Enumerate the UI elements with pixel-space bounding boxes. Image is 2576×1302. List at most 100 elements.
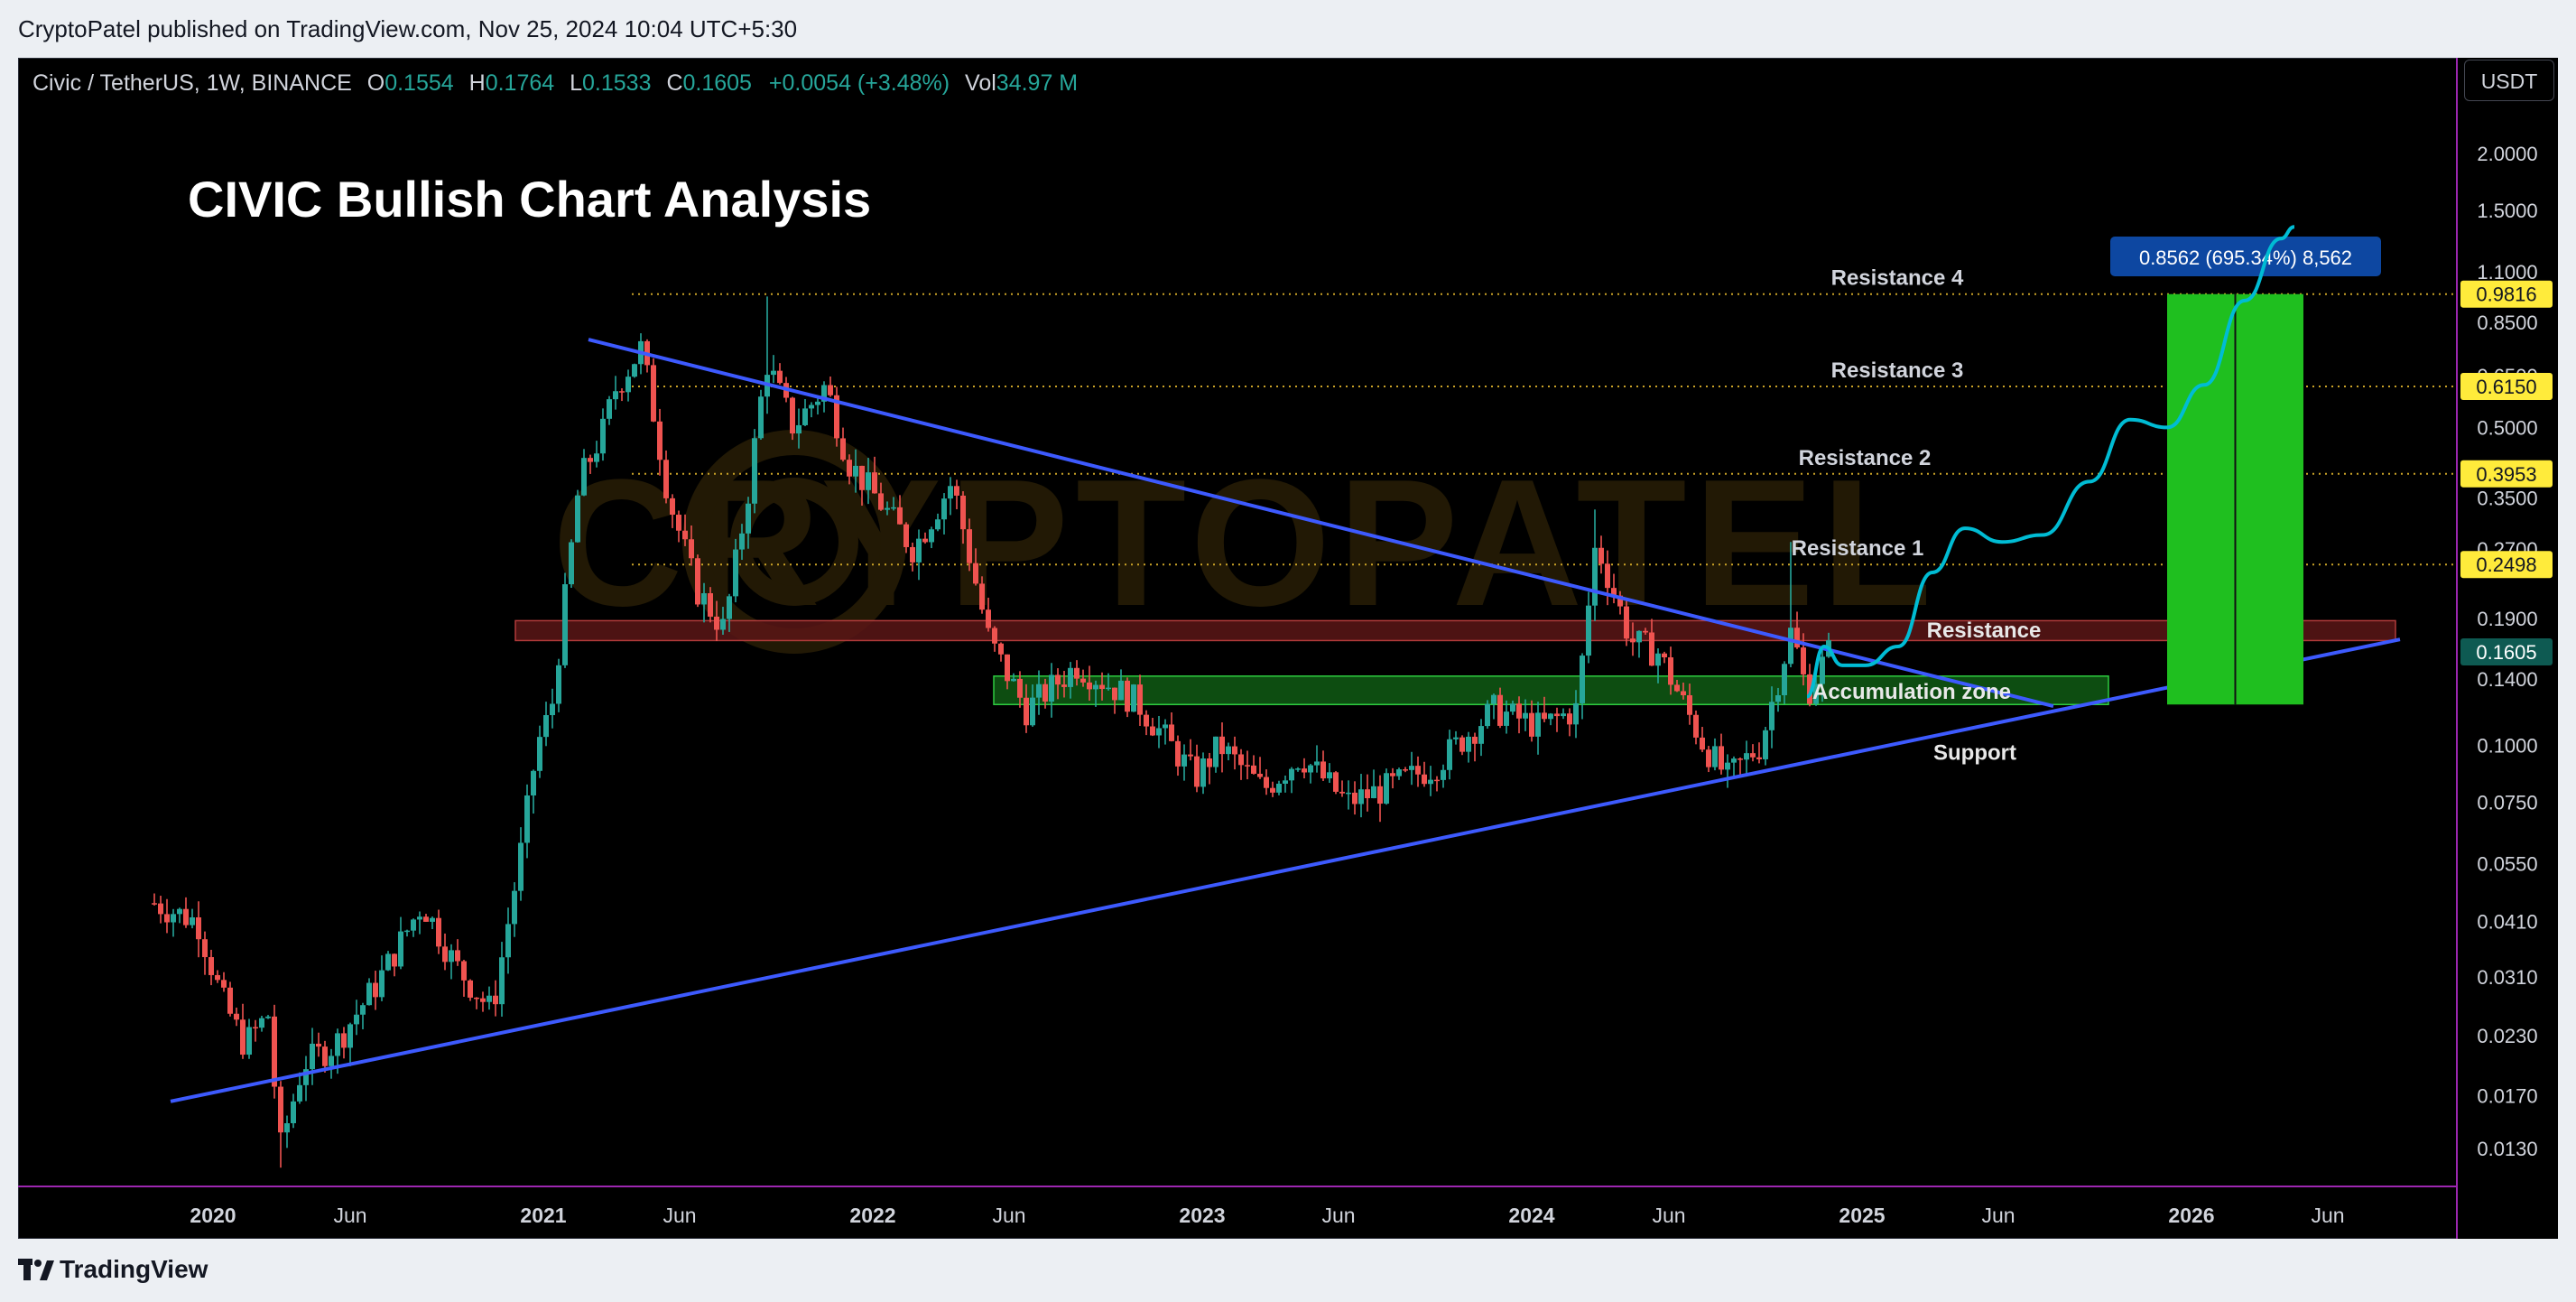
ohlc-legend: Civic / TetherUS, 1W, BINANCE O0.1554 H0…	[32, 65, 1078, 101]
price-tick-label: 0.0130	[2477, 1138, 2537, 1160]
candle-body	[1756, 757, 1762, 759]
candle-body	[670, 498, 675, 516]
price-tick-label: 2.0000	[2477, 143, 2537, 165]
candle-body	[1213, 736, 1219, 767]
candle-body	[739, 533, 745, 550]
tradingview-logo-icon[interactable]	[18, 1259, 54, 1282]
trendline-ascending	[170, 637, 2401, 1103]
candle-body	[1346, 792, 1351, 795]
candle-body	[828, 385, 833, 395]
time-tick-label: 2021	[520, 1204, 566, 1227]
candle-body	[158, 903, 163, 915]
price-tick-label: 0.0550	[2477, 852, 2537, 875]
candle-body	[171, 914, 176, 923]
candle-body	[1447, 739, 1452, 770]
candle-body	[1700, 737, 1705, 750]
candle-body	[859, 465, 865, 490]
candle-body	[455, 950, 460, 962]
candlestick-series	[152, 296, 1831, 1168]
candle-body	[1731, 758, 1737, 763]
candle-body	[891, 507, 896, 509]
candle-body	[714, 616, 719, 630]
candle-body	[1529, 712, 1534, 737]
candle-body	[1302, 768, 1307, 773]
candle-body	[872, 472, 877, 494]
candle-body	[682, 530, 688, 540]
close-value: 0.1605	[682, 70, 752, 96]
candle-body	[1820, 656, 1825, 684]
candle-body	[1365, 789, 1370, 799]
candle-body	[973, 563, 978, 584]
candle-body	[1459, 737, 1465, 752]
candle-body	[1782, 664, 1787, 695]
candle-body	[802, 408, 808, 425]
candle-body	[1636, 630, 1642, 643]
level-badge-2	[2460, 373, 2553, 401]
close-label: C	[666, 70, 683, 96]
price-tick-label: 0.3500	[2477, 487, 2537, 509]
candle-body	[1042, 684, 1048, 702]
candle-body	[202, 939, 208, 958]
candle-body	[1693, 714, 1699, 738]
candle-body	[1118, 680, 1124, 701]
candle-body	[505, 924, 511, 958]
candle-body	[543, 715, 549, 738]
candle-body	[480, 998, 486, 1002]
candle-body	[411, 919, 416, 931]
candle-body	[1011, 678, 1016, 682]
volume-value: 34.97 M	[996, 70, 1079, 96]
candle-body	[1339, 791, 1345, 794]
candle-body	[1725, 762, 1730, 770]
candle-body	[777, 370, 783, 384]
footer	[0, 1239, 2576, 1302]
candle-body	[866, 472, 871, 490]
currency-button[interactable]: USDT	[2464, 60, 2554, 101]
level-badge-label-1: 0.9816	[2476, 284, 2536, 306]
candle-body	[607, 399, 612, 419]
candle-body	[278, 1086, 283, 1133]
candle-body	[474, 997, 479, 1000]
candle-body	[468, 980, 473, 998]
candle-body	[1807, 674, 1812, 704]
candle-body	[461, 961, 467, 981]
candle-body	[1112, 687, 1117, 701]
candle-body	[291, 1101, 296, 1123]
candle-body	[1409, 766, 1414, 770]
candle-body	[404, 930, 410, 933]
price-tick-label: 1.1000	[2477, 261, 2537, 284]
candle-body	[1674, 684, 1680, 692]
candle-body	[651, 365, 656, 422]
price-tick-label: 0.1000	[2477, 735, 2537, 758]
candle-body	[992, 628, 997, 644]
candle-body	[297, 1084, 302, 1102]
candle-body	[1624, 606, 1629, 639]
time-tick-label: Jun	[1321, 1204, 1355, 1227]
symbol-name[interactable]: Civic / TetherUS, 1W, BINANCE	[32, 70, 352, 96]
price-tick-label: 0.0750	[2477, 791, 2537, 814]
candle-body	[1744, 753, 1749, 760]
candle-body	[1219, 736, 1225, 755]
candle-body	[998, 643, 1004, 655]
time-tick-label: Jun	[1981, 1204, 2015, 1227]
last-price-label: 0.1605	[2476, 641, 2536, 664]
candle-body	[746, 503, 751, 534]
candle-body	[499, 957, 505, 1005]
candle-body	[152, 903, 157, 905]
candle-body	[588, 458, 593, 462]
candle-body	[1668, 657, 1673, 685]
candle-body	[916, 538, 922, 563]
candle-body	[1403, 769, 1408, 771]
candle-body	[613, 391, 618, 400]
tradingview-brand[interactable]: TradingView	[60, 1255, 208, 1283]
candle-body	[1099, 684, 1105, 690]
candle-body	[1769, 702, 1774, 730]
level-label-3: Resistance 2	[1799, 446, 1932, 470]
candle-body	[303, 1069, 309, 1085]
candle-body	[1687, 695, 1692, 715]
candle-body	[1737, 758, 1743, 760]
candle-body	[259, 1018, 264, 1028]
candle-body	[752, 438, 757, 504]
candle-body	[1763, 730, 1768, 759]
candle-body	[878, 493, 884, 510]
